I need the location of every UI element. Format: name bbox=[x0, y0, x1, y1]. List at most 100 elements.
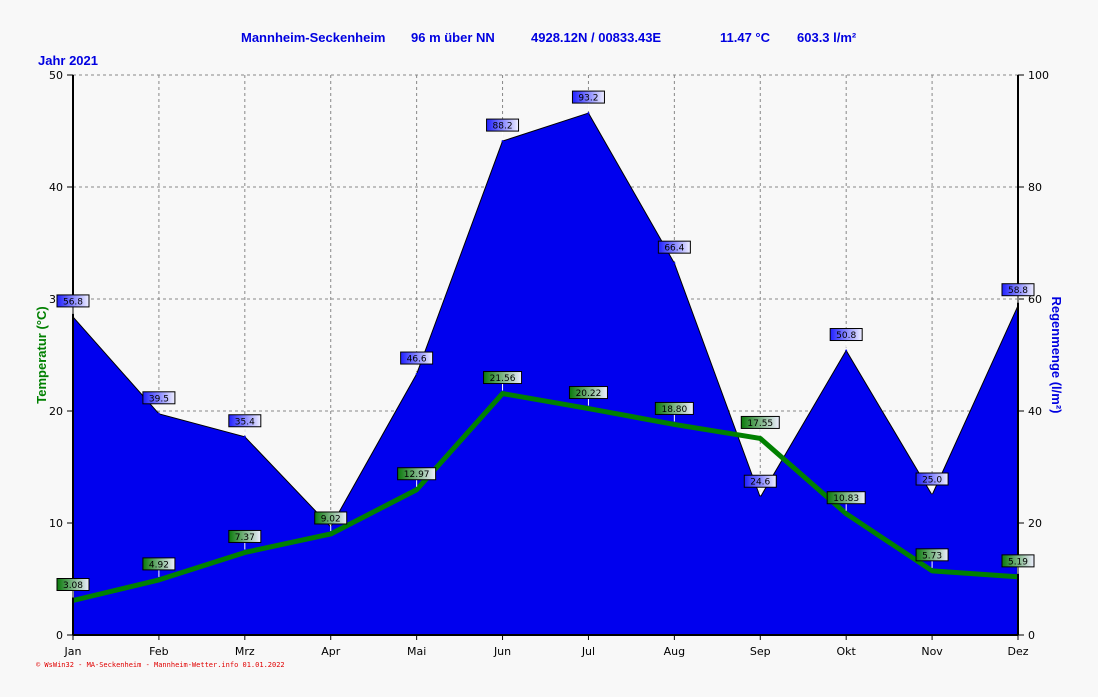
label-text: 39.5 bbox=[149, 394, 169, 404]
temperature-data-label: 5.73 bbox=[915, 548, 949, 568]
label-text: 35.4 bbox=[235, 417, 255, 427]
label-box bbox=[228, 414, 262, 428]
label-box bbox=[1001, 554, 1035, 568]
total-rainfall: 603.3 l/m² bbox=[797, 30, 857, 45]
label-box bbox=[654, 401, 694, 415]
rain-data-label: 56.8 bbox=[56, 294, 90, 314]
label-text: 10.83 bbox=[833, 494, 859, 504]
temperature-point bbox=[415, 488, 418, 491]
temperature-data-label: 17.55 bbox=[740, 415, 780, 436]
right-y-tick-label: 0 bbox=[1028, 629, 1035, 642]
x-tick-label: Jun bbox=[493, 645, 511, 658]
label-text: 20.22 bbox=[576, 389, 602, 399]
rain-data-label: 58.8 bbox=[1001, 283, 1035, 303]
right-y-tick-label: 20 bbox=[1028, 517, 1042, 530]
rain-data-label: 25.0 bbox=[915, 472, 949, 492]
left-y-tick-label: 20 bbox=[49, 405, 63, 418]
label-text: 3.08 bbox=[63, 581, 83, 591]
rain-point bbox=[759, 496, 762, 499]
label-box bbox=[397, 467, 437, 481]
rain-area-layer bbox=[72, 112, 1019, 636]
label-box bbox=[571, 90, 605, 104]
rain-data-label: 39.5 bbox=[142, 391, 176, 411]
temperature-data-label: 7.37 bbox=[228, 529, 262, 550]
label-text: 12.97 bbox=[404, 470, 430, 480]
axes: Jan Feb Mrz Apr Mai Jun Jul Aug Sep Okt Nov Dez0102… bbox=[49, 69, 1049, 658]
year-label: Jahr 2021 bbox=[38, 53, 98, 68]
x-tick-label: Dez bbox=[1007, 645, 1028, 658]
station-name: Mannheim-Seckenheim bbox=[241, 30, 386, 45]
temperature-data-label: 20.22 bbox=[568, 386, 608, 406]
rain-data-label: 35.4 bbox=[228, 414, 262, 434]
temperature-point bbox=[845, 512, 848, 515]
temperature-data-label: 3.08 bbox=[56, 578, 90, 598]
data-labels: 56.8 39.5 35.4 46.6 88.2 93.2 66.4 24.6 50.8 25.0… bbox=[56, 90, 1035, 598]
rain-data-label: 50.8 bbox=[829, 328, 863, 348]
label-box bbox=[56, 294, 90, 308]
label-box bbox=[56, 578, 90, 592]
station-altitude: 96 m über NN bbox=[411, 30, 495, 45]
x-tick-label: Nov bbox=[921, 645, 943, 658]
label-text: 18.80 bbox=[661, 405, 687, 415]
temperature-line-layer bbox=[72, 391, 1019, 603]
rain-point bbox=[673, 262, 676, 265]
label-box bbox=[314, 511, 348, 525]
rain-point bbox=[415, 373, 418, 376]
right-axis-title: Regenmenge (l/m²) bbox=[1049, 296, 1064, 413]
x-tick-label: Mrz bbox=[235, 645, 255, 658]
label-text: 66.4 bbox=[664, 244, 684, 254]
temperature-point bbox=[157, 578, 160, 581]
right-y-tick-label: 60 bbox=[1028, 293, 1042, 306]
x-tick-label: Aug bbox=[664, 645, 685, 658]
temperature-data-label: 10.83 bbox=[826, 491, 866, 511]
label-text: 25.0 bbox=[922, 476, 942, 486]
x-tick-label: Jul bbox=[581, 645, 595, 658]
rain-data-label: 66.4 bbox=[657, 240, 691, 261]
x-tick-label: Jan bbox=[64, 645, 82, 658]
x-tick-label: Sep bbox=[750, 645, 771, 658]
label-box bbox=[1001, 283, 1035, 297]
x-tick-label: Apr bbox=[321, 645, 341, 658]
footer-credit: © WsWin32 - MA-Seckenheim - Mannheim-Wet… bbox=[36, 661, 285, 669]
label-box bbox=[142, 557, 176, 571]
label-box bbox=[915, 548, 949, 562]
rain-data-label: 88.2 bbox=[486, 118, 520, 139]
temperature-point bbox=[501, 392, 504, 395]
label-box bbox=[743, 474, 777, 488]
label-text: 5.73 bbox=[922, 551, 942, 561]
label-box bbox=[826, 491, 866, 505]
temperature-point bbox=[243, 551, 246, 554]
rain-point bbox=[931, 494, 934, 496]
x-tick-label: Feb bbox=[149, 645, 168, 658]
temperature-point bbox=[759, 437, 762, 440]
label-box bbox=[568, 386, 608, 400]
temperature-data-label: 9.02 bbox=[314, 511, 348, 531]
left-y-tick-label: 40 bbox=[49, 181, 63, 194]
right-y-tick-label: 40 bbox=[1028, 405, 1042, 418]
label-text: 88.2 bbox=[493, 122, 513, 132]
rain-data-label: 93.2 bbox=[571, 90, 605, 111]
label-text: 21.56 bbox=[490, 374, 516, 384]
label-box bbox=[486, 118, 520, 132]
label-box bbox=[740, 415, 780, 429]
label-box bbox=[228, 529, 262, 543]
label-box bbox=[915, 472, 949, 486]
label-text: 56.8 bbox=[63, 297, 83, 307]
right-y-tick-label: 80 bbox=[1028, 181, 1042, 194]
temperature-data-label: 5.19 bbox=[1001, 554, 1035, 574]
label-text: 7.37 bbox=[235, 533, 255, 543]
label-text: 24.6 bbox=[750, 478, 770, 488]
temperature-data-label: 21.56 bbox=[483, 371, 523, 391]
left-y-tick-label: 0 bbox=[56, 629, 63, 642]
rain-area bbox=[72, 112, 1019, 636]
rain-data-label: 24.6 bbox=[743, 474, 777, 495]
temperature-data-label: 18.80 bbox=[654, 401, 694, 422]
temperature-point bbox=[329, 532, 332, 535]
label-box bbox=[400, 351, 434, 365]
temperature-point bbox=[931, 569, 934, 572]
temperature-point bbox=[673, 423, 676, 426]
label-text: 4.92 bbox=[149, 560, 169, 570]
x-tick-label: Okt bbox=[837, 645, 857, 658]
temperature-data-label: 4.92 bbox=[142, 557, 176, 577]
